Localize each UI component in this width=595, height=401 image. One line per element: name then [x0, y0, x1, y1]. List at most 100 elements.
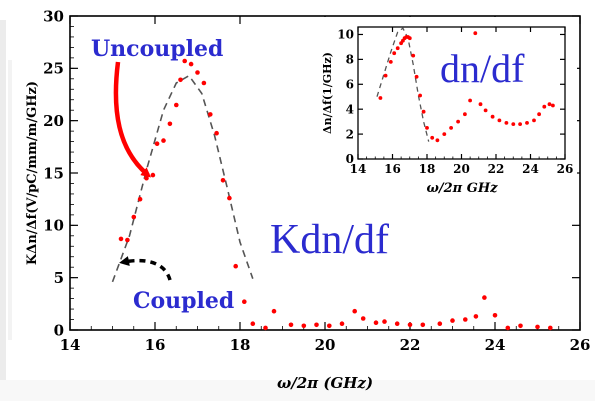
data-point	[547, 102, 552, 107]
data-point	[435, 138, 440, 143]
data-point	[421, 109, 426, 114]
data-point	[150, 172, 156, 178]
main-ylabel: KΔn/Δf(V/pC/mm/m/GHz)	[25, 81, 40, 265]
data-point	[482, 295, 487, 300]
data-point	[537, 112, 541, 117]
data-point	[418, 93, 422, 98]
main-data-points	[118, 58, 553, 331]
data-point	[473, 314, 479, 319]
data-point	[463, 112, 467, 117]
y-tick-label: 30	[43, 7, 64, 25]
data-point	[378, 96, 383, 100]
data-point	[178, 77, 183, 83]
data-point	[383, 73, 388, 78]
data-point	[532, 118, 536, 123]
data-point	[414, 74, 419, 79]
data-point	[456, 119, 460, 124]
inset-title: dn/df	[440, 46, 525, 91]
data-point	[407, 322, 413, 328]
data-point	[449, 126, 453, 130]
x-tick-label: 22	[400, 336, 421, 354]
y-tick-label: 10	[337, 28, 354, 42]
arrow-coupled	[119, 256, 172, 281]
data-point	[504, 121, 509, 125]
x-tick-label: 26	[570, 336, 591, 354]
data-point	[437, 321, 443, 327]
inset-xlabel: ω/2π GHz	[427, 181, 499, 196]
fit-curve-line	[111, 74, 254, 283]
data-point	[339, 321, 345, 327]
y-tick-label: 0	[346, 152, 354, 166]
main-fit-curve	[111, 74, 254, 283]
data-point	[478, 102, 483, 107]
annotation-uncoupled: Uncoupled	[91, 36, 223, 62]
fit-curve-line	[376, 27, 430, 142]
data-point	[208, 112, 213, 117]
data-point	[167, 121, 173, 127]
y-tick-label: 8	[346, 53, 354, 67]
data-point	[497, 118, 502, 123]
y-tick-label: 15	[43, 164, 64, 182]
y-tick-label: 5	[54, 269, 64, 287]
x-tick-label: 14	[350, 162, 367, 176]
data-point	[420, 322, 426, 328]
data-point	[505, 325, 511, 331]
data-point	[188, 61, 194, 67]
data-point	[395, 46, 400, 51]
data-point	[511, 122, 516, 126]
data-point	[118, 236, 124, 242]
main-xlabel: ω/2π (GHz)	[277, 374, 373, 392]
data-point	[473, 31, 478, 36]
data-point	[131, 214, 137, 220]
y-tick-label: 20	[43, 112, 64, 130]
data-point	[518, 122, 522, 126]
data-point	[535, 324, 540, 330]
data-point	[518, 323, 523, 329]
data-point	[360, 316, 366, 321]
data-point	[450, 318, 455, 323]
data-point	[542, 104, 547, 109]
inset-ylabel: Δn/Δf(1/GHz)	[321, 52, 334, 134]
data-point	[352, 308, 358, 314]
annotation-coupled: Coupled	[133, 288, 234, 314]
data-point	[220, 178, 226, 183]
x-tick-label: 24	[485, 336, 506, 354]
data-point	[551, 103, 555, 108]
data-point	[301, 323, 307, 329]
data-point	[195, 70, 200, 75]
y-tick-label: 6	[346, 77, 354, 91]
data-point	[214, 130, 219, 136]
x-tick-label: 14	[60, 336, 81, 354]
inset-data-points	[378, 31, 555, 143]
data-point	[125, 237, 130, 243]
data-point	[288, 322, 294, 328]
data-point	[425, 126, 429, 130]
data-point	[327, 323, 332, 329]
data-point	[233, 263, 238, 269]
data-point	[548, 325, 553, 331]
x-tick-label: 18	[230, 336, 251, 354]
x-tick-label: 20	[315, 336, 336, 354]
data-point	[201, 80, 207, 86]
data-point	[174, 102, 179, 108]
annotation-kdndf: Kdn/df	[270, 217, 389, 263]
data-point	[271, 308, 277, 314]
x-tick-label: 26	[557, 162, 574, 176]
data-point	[525, 121, 529, 125]
data-point	[154, 141, 160, 146]
data-point	[392, 51, 397, 56]
data-point	[227, 195, 232, 201]
data-point	[314, 322, 319, 328]
x-tick-label: 22	[488, 162, 505, 176]
y-tick-label: 10	[43, 217, 64, 235]
data-point	[407, 36, 412, 41]
data-point	[430, 135, 435, 140]
data-point	[442, 132, 447, 137]
x-tick-label: 16	[145, 336, 166, 354]
data-point	[388, 60, 393, 64]
data-point	[161, 138, 166, 143]
data-point	[182, 58, 187, 64]
data-point	[373, 320, 379, 326]
